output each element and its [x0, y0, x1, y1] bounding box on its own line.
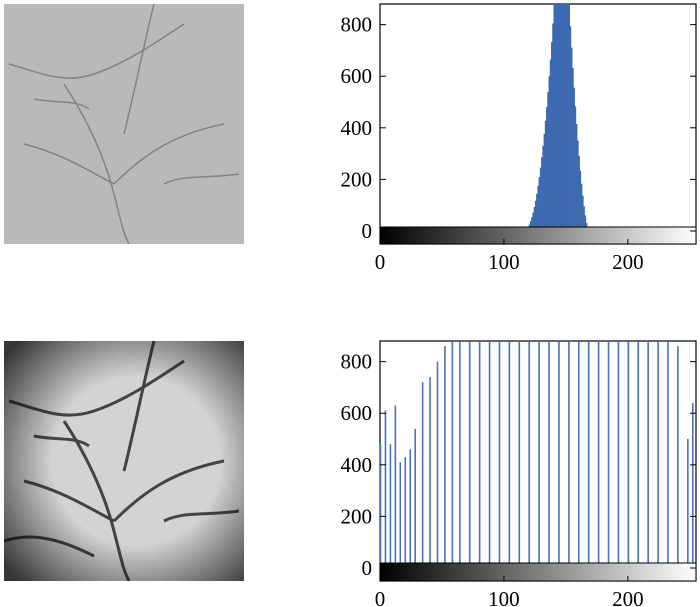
top-bar [568, 4, 570, 231]
histogram-bottom-bars [379, 341, 694, 568]
top-bar [544, 120, 547, 231]
top-bar [570, 47, 573, 232]
top-bar [583, 206, 585, 231]
bottom-xtick-label: 200 [612, 587, 644, 607]
top-bar [533, 207, 536, 231]
bottom-ytick-label: 0 [362, 556, 373, 580]
top-bar [554, 4, 557, 231]
top-bar [543, 133, 546, 231]
top-bar [536, 193, 538, 231]
top-bar [548, 76, 551, 232]
histogram-bottom: 0 200 400 600 800 0 100 200 [341, 340, 697, 607]
bottom-ytick-label: 200 [341, 504, 373, 528]
top-bar [532, 212, 535, 231]
top-bar [542, 145, 544, 231]
top-bar [572, 68, 574, 232]
top-bar [575, 123, 578, 231]
top-bar [551, 42, 553, 231]
bottom-xtick-label: 100 [488, 587, 520, 607]
palm-image-original [4, 4, 244, 244]
top-bar [547, 92, 549, 231]
top-bar [563, 4, 566, 231]
bottom-ytick-label: 800 [341, 350, 373, 374]
top-bar [584, 215, 587, 231]
top-ytick-label: 800 [341, 13, 373, 37]
top-bar [557, 4, 559, 231]
top-bar [564, 4, 567, 231]
top-bar [555, 4, 558, 231]
bottom-xtick-label: 0 [375, 587, 386, 607]
top-bar [579, 170, 582, 231]
top-bar [529, 221, 532, 231]
top-ytick-label: 200 [341, 167, 373, 191]
top-ytick-label: 400 [341, 116, 373, 140]
top-bar [546, 106, 548, 231]
top-ytick-label: 600 [341, 64, 373, 88]
bottom-ytick-label: 400 [341, 453, 373, 477]
histogram-bottom-colorbar [379, 562, 697, 582]
top-bar [581, 195, 584, 231]
top-bar [541, 157, 543, 231]
top-bar [569, 26, 572, 231]
top-bar [549, 59, 552, 232]
top-bar [560, 4, 563, 231]
palm-image-enhanced [4, 341, 244, 581]
top-bar [537, 185, 540, 231]
top-xtick-label: 200 [612, 250, 644, 274]
top-bar [559, 4, 562, 231]
top-bar [552, 23, 554, 232]
bottom-ytick-label: 600 [341, 401, 373, 425]
top-bar [539, 167, 542, 231]
histogram-top: 0 200 400 600 800 0 100 200 [341, 3, 697, 274]
top-bar [577, 140, 579, 231]
top-ytick-label: 0 [362, 219, 373, 243]
top-bar [573, 87, 575, 231]
histogram-top-colorbar [379, 226, 697, 245]
top-bar [578, 156, 580, 231]
top-bar [562, 4, 564, 231]
top-bar [558, 4, 561, 231]
top-bar [567, 4, 569, 231]
top-bar [538, 177, 541, 231]
top-xtick-label: 100 [488, 250, 520, 274]
top-bar [580, 183, 583, 231]
histogram-top-bars [524, 4, 589, 232]
top-bar [531, 217, 533, 231]
top-bar [574, 106, 577, 231]
top-xtick-label: 0 [375, 250, 386, 274]
top-bar [565, 4, 568, 231]
top-bar [534, 200, 537, 231]
top-bar [553, 4, 556, 231]
